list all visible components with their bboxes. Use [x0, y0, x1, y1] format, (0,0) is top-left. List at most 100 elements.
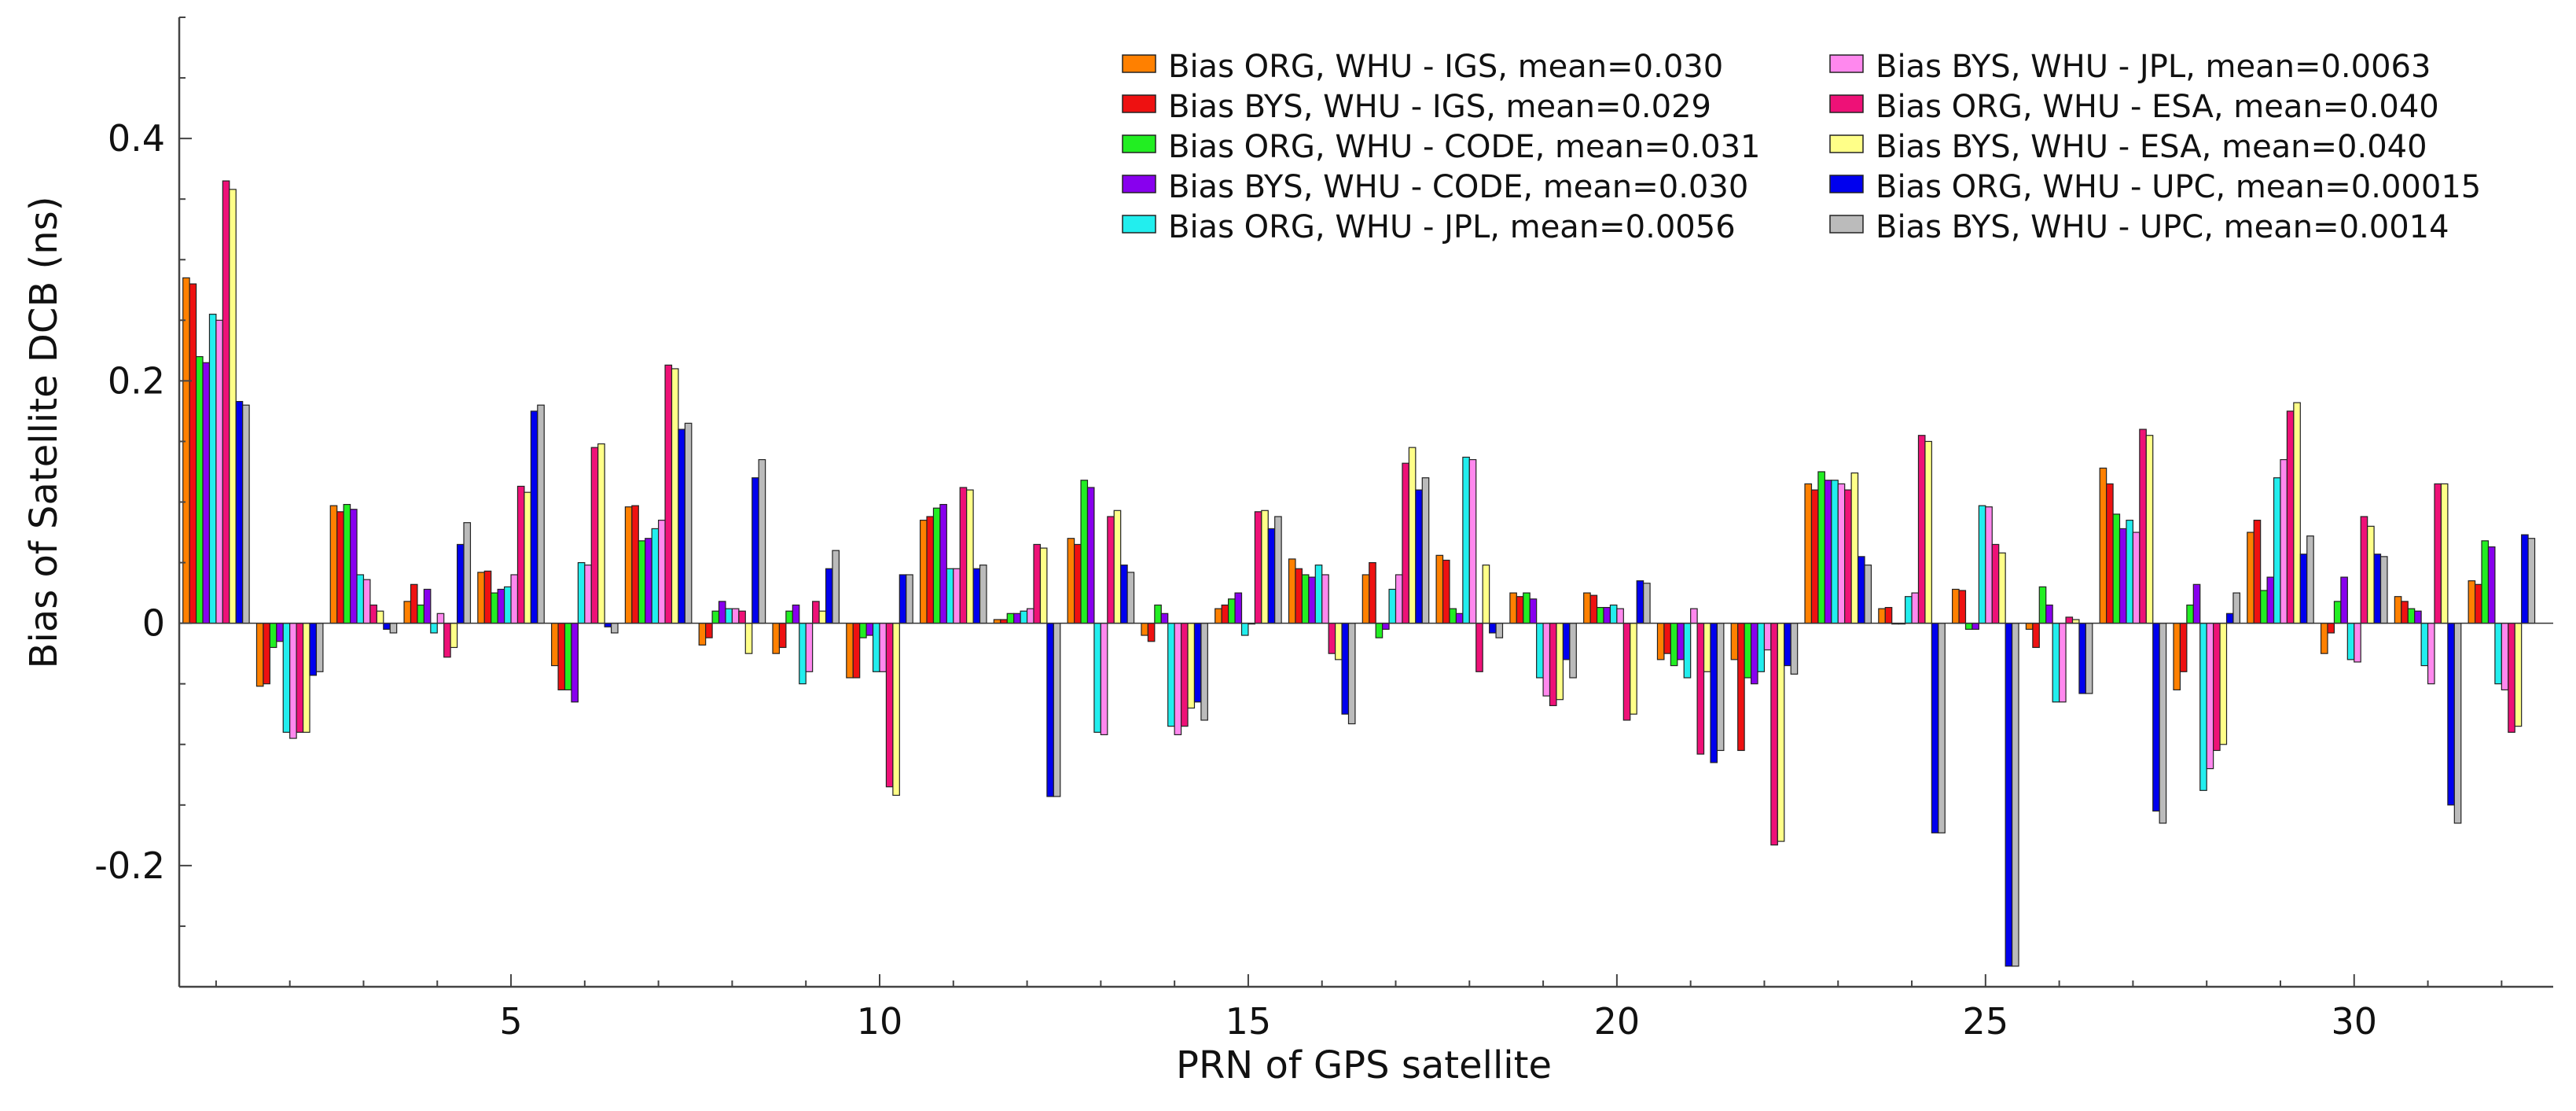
bar-s5-prn30: [2346, 623, 2355, 660]
x-tick-label: 10: [857, 1000, 903, 1043]
bar-s6-prn27: [2132, 532, 2141, 624]
bar-s5-prn10: [872, 623, 880, 672]
bar-s3-prn2: [269, 623, 277, 649]
bar-s6-prn13: [1100, 623, 1108, 736]
bar-s9-prn24: [1931, 623, 1939, 833]
bar-s3-prn11: [932, 507, 941, 624]
bar-layer: [182, 180, 2536, 967]
bar-s6-prn12: [1026, 608, 1034, 624]
bar-s8-prn32: [2514, 623, 2523, 727]
bar-s3-prn5: [491, 592, 498, 624]
bar-s10-prn15: [1274, 516, 1282, 624]
legend-swatch-s2: [1122, 94, 1156, 113]
bar-s10-prn7: [684, 422, 693, 624]
bar-s9-prn14: [1193, 623, 1202, 703]
bar-s9-prn15: [1267, 528, 1276, 624]
bar-s5-prn2: [282, 623, 291, 733]
bar-s9-prn27: [2152, 623, 2160, 812]
bar-s4-prn26: [2045, 604, 2053, 624]
bar-s1-prn5: [477, 572, 485, 624]
bar-s2-prn25: [1958, 590, 1967, 624]
legend-swatch-s3: [1122, 134, 1156, 153]
bar-s4-prn17: [1382, 623, 1390, 630]
bar-s4-prn19: [1529, 598, 1538, 624]
bar-s8-prn1: [229, 189, 237, 624]
bar-s10-prn32: [2527, 538, 2536, 624]
bar-s8-prn30: [2367, 525, 2375, 624]
bar-s3-prn32: [2481, 540, 2490, 624]
bar-s8-prn2: [302, 623, 311, 733]
bar-s3-prn3: [343, 503, 351, 624]
bar-s10-prn16: [1347, 623, 1356, 725]
bar-s7-prn4: [443, 623, 451, 658]
bar-s10-prn25: [2011, 623, 2019, 967]
bar-s4-prn13: [1086, 487, 1095, 624]
bar-s6-prn23: [1837, 483, 1846, 624]
bar-s2-prn27: [2106, 483, 2114, 624]
bar-s7-prn28: [2213, 623, 2221, 752]
bar-s2-prn2: [263, 623, 270, 685]
legend-label-s7: Bias ORG, WHU - ESA, mean=0.040: [1876, 89, 2439, 125]
bar-s3-prn15: [1228, 598, 1236, 624]
bar-s1-prn26: [2025, 623, 2034, 630]
bar-s10-prn22: [1790, 623, 1799, 675]
bar-s7-prn15: [1254, 511, 1262, 624]
legend-swatch-s9: [1829, 175, 1864, 193]
bar-s4-prn18: [1455, 613, 1464, 624]
bar-s10-prn3: [389, 623, 398, 634]
bar-s10-prn10: [906, 574, 913, 624]
bar-s3-prn13: [1080, 480, 1089, 624]
legend-label-s8: Bias BYS, WHU - ESA, mean=0.040: [1876, 129, 2427, 165]
bar-s7-prn2: [296, 623, 304, 733]
bar-s7-prn13: [1107, 516, 1115, 624]
legend-swatch-s1: [1122, 54, 1156, 73]
bar-s2-prn24: [1884, 606, 1893, 624]
bar-s10-prn4: [463, 522, 472, 624]
bar-s1-prn10: [846, 623, 854, 679]
x-tick-label: 30: [2331, 1000, 2377, 1043]
bar-s7-prn25: [1991, 543, 2000, 624]
bar-s6-prn4: [436, 613, 445, 624]
bar-s8-prn20: [1630, 623, 1637, 715]
bar-s6-prn11: [953, 568, 961, 624]
bar-s3-prn16: [1301, 574, 1310, 624]
bar-s9-prn9: [825, 568, 833, 624]
bar-s9-prn31: [2447, 623, 2455, 806]
bar-s4-prn1: [202, 362, 211, 624]
x-tick-label: 20: [1594, 1000, 1641, 1043]
bar-s6-prn16: [1321, 574, 1329, 624]
bar-s4-prn12: [1013, 613, 1021, 624]
bar-s2-prn16: [1295, 568, 1303, 624]
bar-s2-prn30: [2327, 623, 2335, 634]
bar-s9-prn20: [1636, 580, 1644, 624]
bar-s3-prn19: [1523, 592, 1531, 624]
bar-s2-prn22: [1737, 623, 1745, 752]
bar-s1-prn9: [772, 623, 781, 654]
bar-s1-prn6: [551, 623, 559, 667]
bar-s3-prn12: [1006, 613, 1015, 624]
bar-s2-prn1: [189, 283, 197, 624]
bar-s1-prn32: [2468, 580, 2476, 624]
bar-s8-prn21: [1703, 623, 1711, 672]
bar-s6-prn8: [731, 608, 740, 624]
bar-s3-prn21: [1670, 623, 1678, 667]
bar-s1-prn3: [329, 505, 338, 624]
bar-s8-prn31: [2440, 483, 2449, 624]
bar-s4-prn16: [1308, 576, 1316, 624]
legend-swatch-s6: [1829, 54, 1864, 73]
bar-s1-prn21: [1656, 623, 1665, 660]
bar-s7-prn29: [2286, 410, 2295, 624]
bar-s9-prn12: [1046, 623, 1054, 797]
bar-s2-prn32: [2474, 583, 2482, 624]
bar-s5-prn29: [2273, 477, 2281, 624]
bar-s1-prn20: [1583, 592, 1591, 624]
bar-s4-prn27: [2118, 528, 2127, 624]
bar-s10-prn13: [1126, 572, 1135, 624]
bar-s7-prn17: [1402, 462, 1409, 624]
bar-s3-prn9: [785, 610, 793, 624]
bar-s6-prn20: [1616, 608, 1624, 624]
bar-s4-prn22: [1750, 623, 1758, 685]
bar-s1-prn22: [1730, 623, 1739, 660]
bar-s7-prn6: [590, 447, 599, 624]
